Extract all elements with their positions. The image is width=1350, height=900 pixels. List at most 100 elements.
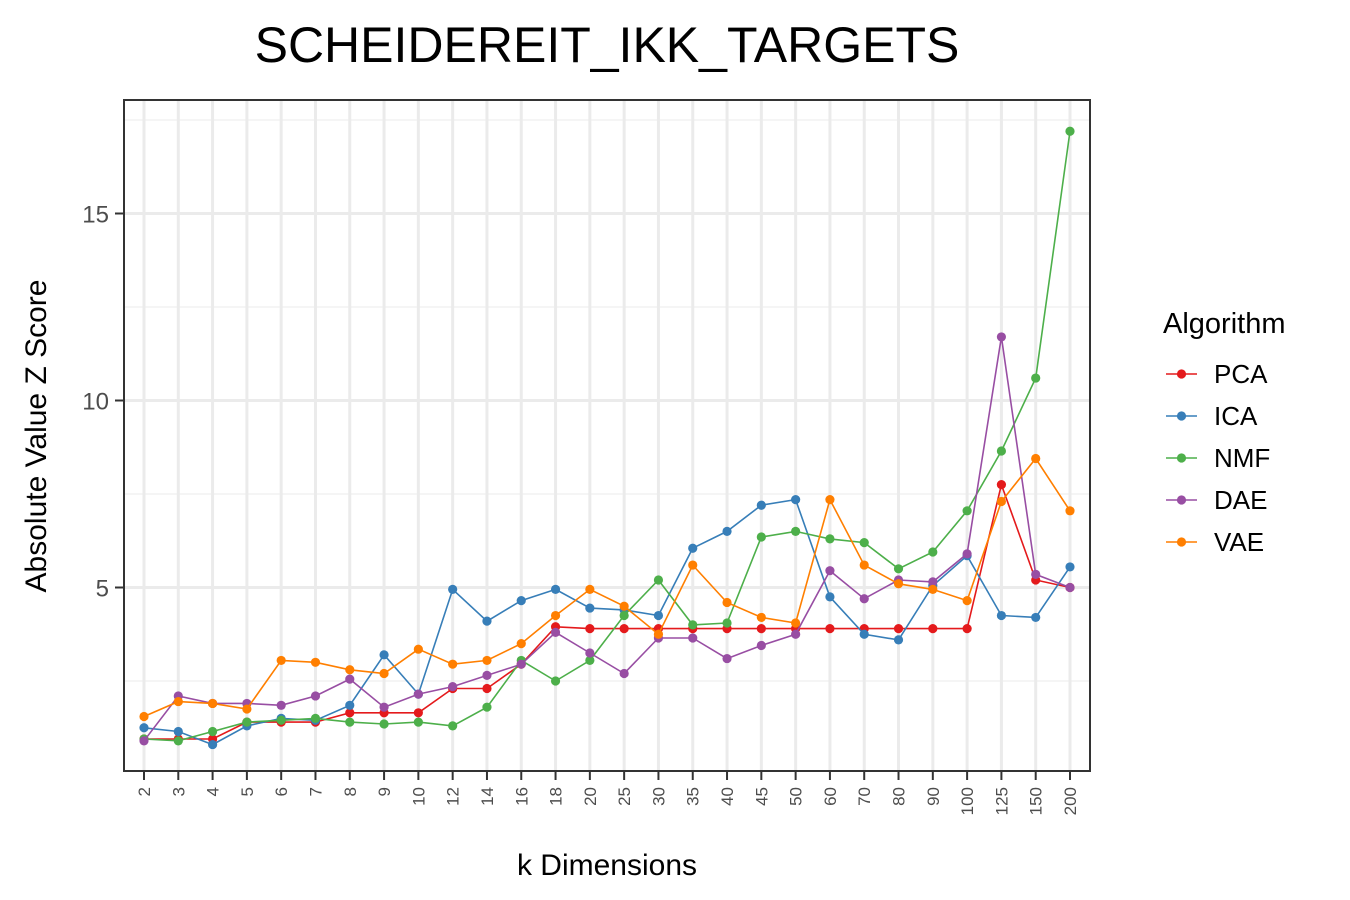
data-point: [756, 624, 766, 634]
data-point: [653, 629, 664, 639]
series-line: [143, 457, 1071, 718]
series-dae: [139, 332, 1075, 746]
data-point: [482, 616, 492, 626]
series-ica: [139, 495, 1075, 750]
data-point: [1031, 373, 1041, 383]
data-point: [722, 618, 732, 628]
x-tick-label: 2: [135, 787, 154, 796]
x-axis-title: k Dimensions: [517, 849, 697, 882]
data-point: [1031, 569, 1041, 580]
x-tick-label: 14: [478, 787, 497, 806]
data-point: [756, 640, 766, 651]
data-point: [1031, 453, 1041, 464]
legend: Algorithm PCA ICA NMF DAE VAE: [1163, 308, 1286, 557]
data-point: [139, 723, 149, 733]
data-point: [893, 635, 904, 645]
data-point: [791, 618, 801, 628]
data-point: [310, 657, 321, 667]
data-point: [173, 726, 183, 737]
data-point: [962, 624, 972, 634]
data-point: [345, 674, 355, 684]
data-point: [345, 708, 355, 718]
data-point: [928, 624, 938, 634]
data-point: [653, 575, 664, 585]
data-point: [516, 595, 526, 606]
data-point: [379, 668, 389, 679]
x-tick-label: 150: [1027, 787, 1046, 815]
data-point: [791, 629, 801, 639]
data-point: [482, 683, 492, 694]
x-tick-label: 70: [855, 787, 874, 806]
data-point: [1065, 562, 1075, 572]
x-tick-label: 4: [204, 787, 223, 796]
data-point: [379, 650, 389, 660]
chart-title: SCHEIDEREIT_IKK_TARGETS: [255, 17, 960, 73]
legend-label-dae: DAE: [1214, 485, 1267, 515]
y-axis: 5 10 15: [82, 202, 124, 603]
data-point: [619, 610, 629, 621]
x-tick-label: 8: [341, 787, 360, 796]
minor-gridlines: [124, 119, 1090, 682]
legend-label-pca: PCA: [1214, 359, 1268, 389]
data-point: [482, 702, 492, 712]
data-point: [207, 726, 218, 737]
x-tick-label: 80: [890, 787, 909, 806]
data-point: [722, 597, 732, 608]
x-tick-label: 18: [547, 787, 566, 806]
data-point: [585, 603, 595, 613]
data-point: [619, 624, 629, 634]
data-point: [962, 595, 972, 606]
data-point: [688, 543, 698, 553]
x-tick-label: 45: [752, 787, 771, 806]
data-point: [448, 682, 458, 692]
data-point: [207, 739, 218, 750]
x-tick-label: 20: [581, 787, 600, 806]
series-line: [143, 131, 1071, 742]
data-point: [413, 717, 423, 727]
data-point: [413, 708, 423, 718]
legend-label-vae: VAE: [1214, 527, 1264, 557]
data-point: [928, 547, 938, 557]
data-point: [173, 736, 183, 746]
series-line: [144, 481, 1071, 740]
legend-key-point: [1176, 537, 1187, 547]
data-point: [653, 610, 664, 621]
data-point: [276, 715, 286, 725]
data-point: [688, 620, 698, 630]
data-point: [242, 704, 252, 714]
legend-label-nmf: NMF: [1214, 443, 1270, 473]
x-tick-label: 200: [1061, 787, 1080, 815]
data-point: [516, 659, 526, 669]
data-point: [1031, 612, 1041, 623]
x-tick-label: 12: [444, 787, 463, 806]
data-point: [139, 711, 149, 722]
data-point: [893, 564, 904, 574]
data-point: [893, 624, 904, 634]
x-tick-label: 60: [821, 787, 840, 806]
data-point: [893, 579, 904, 589]
data-point: [139, 736, 149, 746]
data-point: [379, 719, 389, 729]
data-point: [242, 717, 252, 727]
data-point: [722, 526, 732, 537]
x-tick-label: 6: [272, 787, 291, 796]
data-point: [448, 584, 458, 594]
x-tick-label: 125: [992, 787, 1011, 815]
x-tick-label: 5: [238, 787, 257, 796]
data-point: [688, 633, 698, 643]
data-point: [996, 610, 1007, 621]
data-point: [482, 655, 492, 666]
data-point: [688, 560, 698, 570]
x-tick-label: 90: [924, 787, 943, 806]
data-point: [1065, 126, 1075, 136]
data-point: [550, 676, 561, 686]
data-point: [859, 594, 869, 604]
data-point: [310, 713, 321, 724]
x-tick-label: 35: [684, 787, 703, 806]
data-point: [310, 691, 321, 701]
data-point: [825, 495, 835, 505]
data-point: [1065, 582, 1075, 593]
series-line: [143, 336, 1071, 742]
series-layer: [139, 126, 1075, 750]
